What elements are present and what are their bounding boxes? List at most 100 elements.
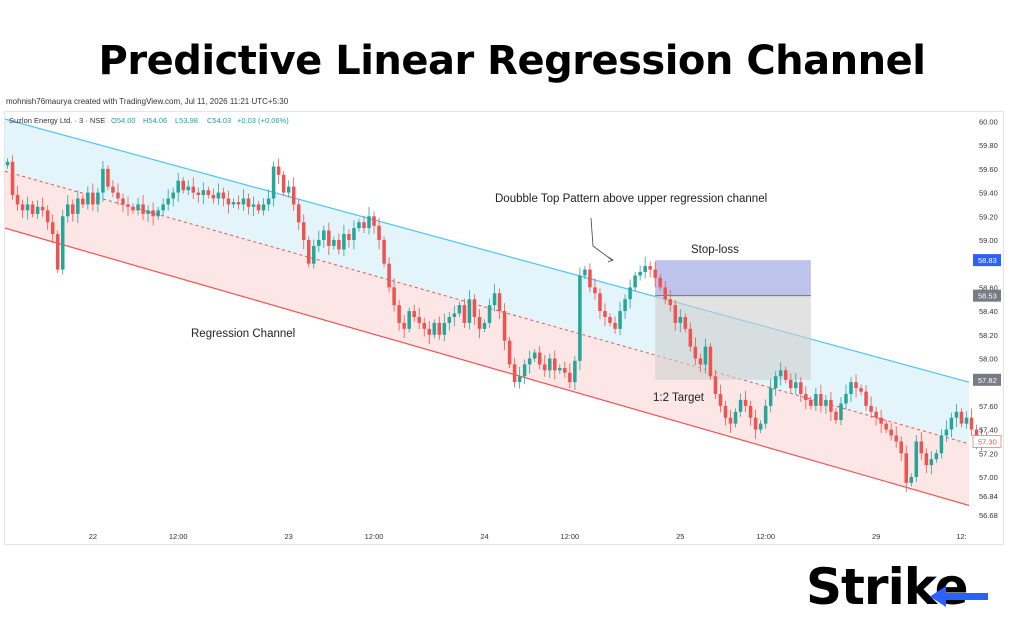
candle-body bbox=[196, 192, 201, 195]
candle-body bbox=[708, 346, 713, 377]
candle-body bbox=[121, 198, 125, 205]
candle-body bbox=[723, 405, 728, 418]
candle-body bbox=[201, 190, 206, 195]
candle-body bbox=[683, 317, 688, 329]
candle-body bbox=[312, 245, 316, 264]
candle-body bbox=[548, 358, 552, 371]
candle-body bbox=[728, 417, 733, 424]
candle-body bbox=[563, 367, 567, 373]
x-tick-label: 12: bbox=[956, 532, 966, 541]
annotation-arrow bbox=[590, 217, 613, 261]
candle-body bbox=[703, 346, 708, 365]
candle-body bbox=[392, 287, 396, 306]
candle-body bbox=[894, 435, 898, 442]
arrow-left-icon bbox=[930, 586, 988, 607]
candle-body bbox=[738, 399, 743, 412]
candle-body bbox=[799, 382, 803, 395]
candle-body bbox=[904, 453, 908, 483]
candle-body bbox=[176, 180, 180, 193]
candle-body bbox=[698, 358, 703, 365]
chart-frame[interactable]: 60.00 59.80 59.60 59.40 59.20 59.00 58.60 58.40… bbox=[4, 111, 1004, 545]
candle-body bbox=[789, 379, 793, 389]
candle-body bbox=[758, 423, 763, 430]
candle-body bbox=[914, 441, 919, 477]
candle-body bbox=[753, 417, 758, 430]
candle-body bbox=[417, 317, 421, 323]
candle-body bbox=[929, 459, 934, 466]
y-tick-label: 57.60 bbox=[979, 402, 998, 411]
candle-body bbox=[76, 198, 80, 214]
candle-body bbox=[427, 328, 432, 335]
candle-body bbox=[50, 222, 55, 235]
candle-body bbox=[834, 411, 838, 421]
candle-body bbox=[116, 192, 120, 199]
candle-body bbox=[55, 234, 60, 270]
price-axis: 60.00 59.80 59.60 59.40 59.20 59.00 58.60 58.40… bbox=[972, 117, 1002, 520]
price-label-text: 58.53 bbox=[978, 292, 997, 301]
candle-body bbox=[357, 222, 361, 229]
candlestick-chart[interactable]: 60.00 59.80 59.60 59.40 59.20 59.00 58.60 58.40… bbox=[5, 112, 1003, 544]
candle-body bbox=[322, 230, 326, 240]
target-box[interactable] bbox=[655, 295, 811, 380]
candle-body bbox=[367, 216, 371, 229]
candle-body bbox=[658, 277, 662, 288]
candle-body bbox=[372, 216, 376, 226]
candle-body bbox=[653, 269, 657, 278]
candle-body bbox=[206, 190, 211, 195]
candle-body bbox=[568, 372, 572, 383]
legend-open: O54.00 bbox=[111, 116, 136, 125]
candle-body bbox=[909, 476, 914, 483]
middle-regression-line bbox=[5, 170, 970, 445]
stop-loss-box[interactable] bbox=[655, 260, 811, 296]
regression-channel bbox=[5, 118, 970, 506]
candle-body bbox=[60, 216, 65, 270]
candle-body bbox=[146, 210, 150, 214]
candle-body bbox=[447, 317, 452, 323]
candle-body bbox=[337, 239, 341, 250]
candle-body bbox=[327, 230, 331, 246]
candle-body bbox=[291, 186, 296, 205]
candle-body bbox=[859, 388, 863, 392]
candle-body bbox=[814, 394, 818, 406]
candle-body bbox=[286, 186, 291, 193]
candle-body bbox=[487, 305, 492, 323]
candle-body bbox=[507, 340, 512, 365]
candle-body bbox=[482, 322, 487, 329]
candle-body bbox=[944, 429, 949, 436]
candle-body bbox=[648, 266, 652, 270]
x-tick-label: 23 bbox=[285, 532, 293, 541]
candle-body bbox=[628, 287, 632, 300]
candle-body bbox=[678, 317, 683, 323]
candle-body bbox=[15, 194, 20, 205]
candle-body bbox=[151, 210, 155, 217]
candle-body bbox=[588, 269, 592, 288]
candle-body bbox=[522, 364, 527, 377]
candle-body bbox=[301, 222, 306, 240]
candle-body bbox=[874, 411, 878, 418]
candle-body bbox=[623, 299, 627, 312]
candle-body bbox=[924, 453, 929, 466]
price-label-text: 57.30 bbox=[978, 437, 997, 446]
candle-body bbox=[693, 346, 698, 359]
annotation-stop-loss: Stop-loss bbox=[691, 244, 739, 256]
candle-body bbox=[191, 186, 196, 193]
candle-body bbox=[387, 263, 391, 288]
price-label-text: 58.83 bbox=[978, 256, 997, 265]
candle-body bbox=[221, 192, 226, 199]
candle-body bbox=[864, 391, 868, 406]
candle-body bbox=[527, 358, 532, 365]
candle-body bbox=[332, 239, 336, 246]
y-tick-label: 59.00 bbox=[979, 236, 998, 245]
candle-body bbox=[542, 364, 547, 371]
candle-body bbox=[949, 417, 954, 430]
candle-body bbox=[934, 453, 939, 460]
candle-body bbox=[783, 370, 788, 380]
candle-body bbox=[216, 192, 221, 199]
candle-body bbox=[266, 198, 271, 205]
candle-body bbox=[919, 441, 924, 454]
price-label-badge bbox=[973, 373, 1001, 386]
candle-body bbox=[603, 311, 607, 317]
price-label-badge bbox=[972, 435, 1002, 448]
legend-low: L53.98 bbox=[175, 116, 198, 125]
price-label-badge bbox=[973, 289, 1001, 302]
